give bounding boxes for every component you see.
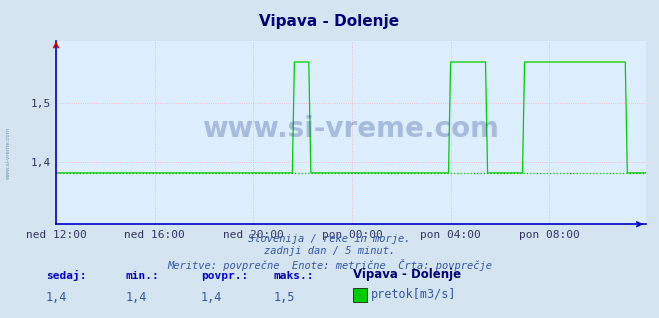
Text: zadnji dan / 5 minut.: zadnji dan / 5 minut.	[264, 246, 395, 256]
Text: 1,4: 1,4	[125, 291, 146, 304]
Text: www.si-vreme.com: www.si-vreme.com	[202, 115, 500, 143]
Text: Vipava - Dolenje: Vipava - Dolenje	[353, 268, 461, 281]
Text: 1,4: 1,4	[46, 291, 67, 304]
Text: 1,5: 1,5	[273, 291, 295, 304]
Text: 1,4: 1,4	[201, 291, 222, 304]
Text: Vipava - Dolenje: Vipava - Dolenje	[260, 14, 399, 29]
Text: pretok[m3/s]: pretok[m3/s]	[371, 288, 457, 301]
Text: Slovenija / reke in morje.: Slovenija / reke in morje.	[248, 234, 411, 244]
Text: Meritve: povprečne  Enote: metrične  Črta: povprečje: Meritve: povprečne Enote: metrične Črta:…	[167, 259, 492, 271]
Text: www.si-vreme.com: www.si-vreme.com	[6, 127, 11, 179]
Text: min.:: min.:	[125, 272, 159, 281]
Text: maks.:: maks.:	[273, 272, 314, 281]
Text: povpr.:: povpr.:	[201, 272, 248, 281]
Text: sedaj:: sedaj:	[46, 270, 86, 281]
